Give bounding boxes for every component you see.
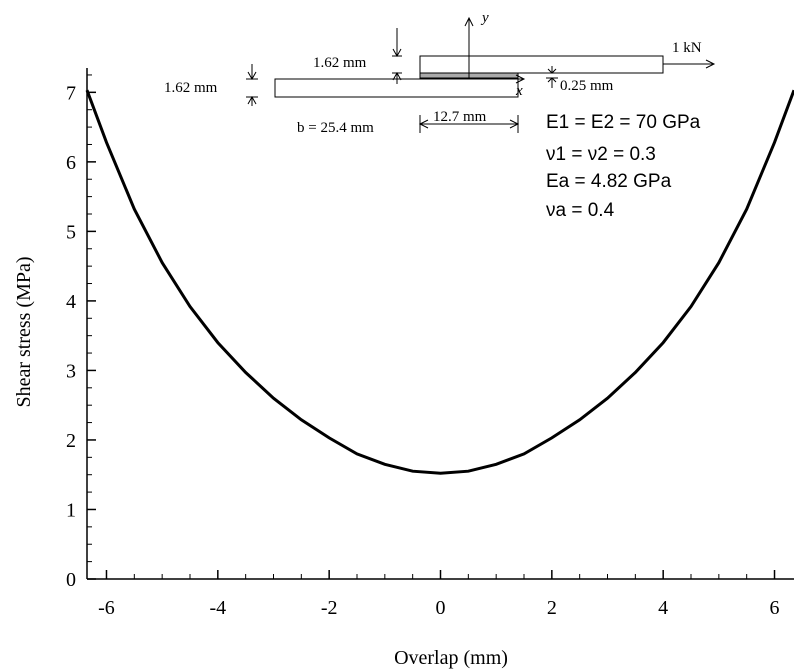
y-axis-label: Shear stress (MPa) [13,256,35,407]
axis-tick-labels: -6 -4 -2 0 2 4 6 0 1 2 3 4 5 6 7 [66,82,780,619]
property-line-2: ν1 = ν2 = 0.3 [546,144,656,165]
y-tick-label: 4 [66,291,76,313]
joint-schematic-inset [246,16,716,133]
y-tick-label: 7 [66,82,76,104]
y-tick-label: 0 [66,569,76,591]
property-line-3: Ea = 4.82 GPa [546,171,672,192]
x-tick-label: -4 [209,597,226,619]
load-label: 1 kN [672,40,702,56]
bottom-thickness-label: 1.62 mm [164,80,218,96]
x-axis-arrow-label: x [515,83,523,99]
x-tick-label: 4 [658,597,668,619]
y-tick-label: 3 [66,360,76,382]
inset-labels: 1 kN y x 1.62 mm 1.62 mm 0.25 mm b = 25.… [164,10,702,136]
material-properties: E1 = E2 = 70 GPa ν1 = ν2 = 0.3 Ea = 4.82… [546,112,701,221]
x-tick-label: 0 [436,597,446,619]
plot-axes [86,68,794,580]
y-axis-arrow-label: y [480,10,489,26]
adhesive-thickness-label: 0.25 mm [560,78,614,94]
upper-adherend [419,55,664,74]
y-tick-label: 6 [66,152,76,174]
x-tick-label: -2 [321,597,338,619]
y-tick-label: 5 [66,221,76,243]
y-tick-label: 2 [66,430,76,452]
x-tick-label: -6 [98,597,115,619]
width-label: b = 25.4 mm [297,120,374,136]
half-overlap-label: 12.7 mm [433,109,487,125]
x-axis-label: Overlap (mm) [394,647,508,669]
property-line-4: νa = 0.4 [546,200,615,221]
y-tick-label: 1 [66,499,76,521]
shear-stress-curve [85,89,794,475]
top-thickness-label: 1.62 mm [313,55,367,71]
axis-ticks [87,74,776,580]
property-line-1: E1 = E2 = 70 GPa [546,112,701,133]
x-tick-label: 2 [547,597,557,619]
x-tick-label: 6 [770,597,780,619]
